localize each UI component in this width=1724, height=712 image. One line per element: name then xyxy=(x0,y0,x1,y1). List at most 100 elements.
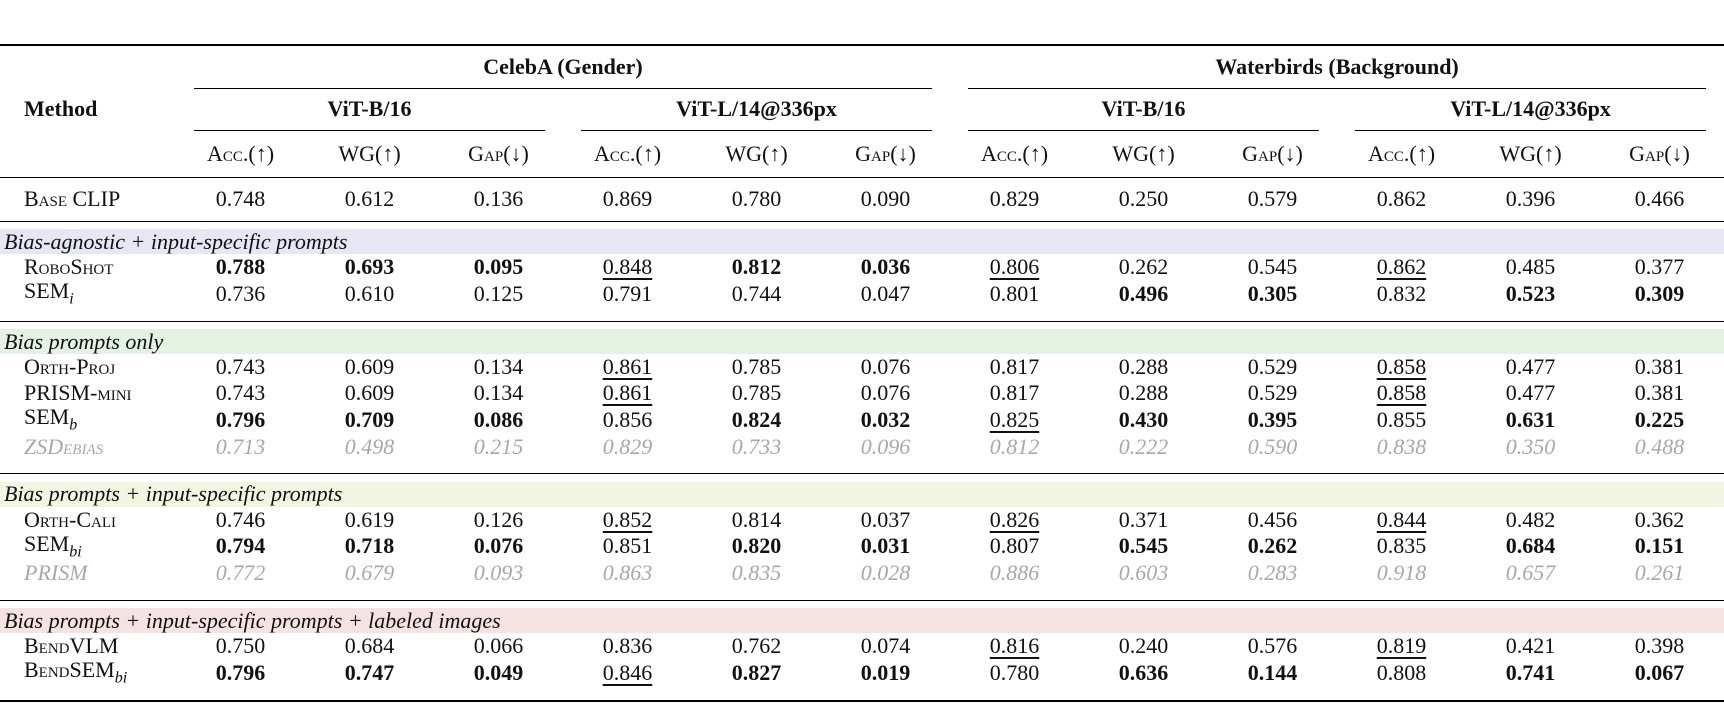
method-cell: PRISM-mini xyxy=(0,380,176,406)
method-header-text: Method xyxy=(24,96,98,122)
value-cell: 0.848 xyxy=(563,254,692,280)
value-cell: 0.381 xyxy=(1595,380,1724,406)
value: 0.743 xyxy=(215,354,266,380)
value-cell: 0.028 xyxy=(821,560,950,586)
model-header: ViT-B/16 xyxy=(950,89,1337,131)
value-cell: 0.067 xyxy=(1595,659,1724,686)
section-rule xyxy=(0,586,1724,601)
value: 0.817 xyxy=(989,380,1040,406)
model-header: ViT-L/14@336px xyxy=(563,89,950,131)
value: 0.498 xyxy=(344,433,395,459)
value: 0.305 xyxy=(1247,280,1298,306)
value: 0.780 xyxy=(731,186,782,211)
value-cell: 0.852 xyxy=(563,507,692,533)
value: 0.851 xyxy=(602,533,653,559)
value-cell: 0.144 xyxy=(1208,659,1337,686)
value-cell: 0.819 xyxy=(1337,633,1466,659)
value-cell: 0.498 xyxy=(305,434,434,460)
value: 0.215 xyxy=(473,433,524,459)
value: 0.036 xyxy=(860,254,911,279)
value-cell: 0.590 xyxy=(1208,434,1337,460)
value: 0.838 xyxy=(1376,433,1427,459)
metric-label: WG(↑) xyxy=(338,140,401,166)
group-header: CelebA (Gender) xyxy=(176,45,950,89)
value: 0.796 xyxy=(215,407,266,433)
section-title-text: Bias prompts only xyxy=(4,328,164,354)
value: 0.240 xyxy=(1118,633,1169,659)
value-cell: 0.545 xyxy=(1208,254,1337,280)
value: 0.736 xyxy=(215,280,266,306)
value: 0.261 xyxy=(1634,560,1685,586)
value-cell: 0.741 xyxy=(1466,659,1595,686)
value-cell: 0.240 xyxy=(1079,633,1208,659)
value: 0.134 xyxy=(473,380,524,406)
value: 0.825 xyxy=(989,407,1040,433)
value-cell: 0.718 xyxy=(305,533,434,560)
value-cell: 0.693 xyxy=(305,254,434,280)
metric-header: Acc.(↑) xyxy=(563,131,692,178)
value-cell: 0.862 xyxy=(1337,254,1466,280)
value-cell: 0.096 xyxy=(821,434,950,460)
model-title: ViT-L/14@336px xyxy=(581,98,932,131)
metric-label: Acc.(↑) xyxy=(593,140,662,166)
value-cell: 0.886 xyxy=(950,560,1079,586)
value: 0.814 xyxy=(731,506,782,532)
value-cell: 0.076 xyxy=(821,354,950,380)
value: 0.076 xyxy=(473,533,524,559)
value-cell: 0.381 xyxy=(1595,354,1724,380)
value-cell: 0.733 xyxy=(692,434,821,460)
metric-label: Acc.(↑) xyxy=(980,140,1049,166)
model-title: ViT-B/16 xyxy=(194,98,545,131)
section-title: Bias prompts + input-specific prompts xyxy=(0,481,1724,507)
value-cell: 0.746 xyxy=(176,507,305,533)
method-name: Orth-Cali xyxy=(24,506,116,532)
value-cell: 0.031 xyxy=(821,533,950,560)
value: 0.748 xyxy=(215,186,266,211)
value-cell: 0.838 xyxy=(1337,434,1466,460)
section-title: Bias prompts only xyxy=(0,328,1724,355)
method-name: SEM xyxy=(24,530,70,556)
value: 0.746 xyxy=(215,506,266,532)
value-cell: 0.808 xyxy=(1337,659,1466,686)
value: 0.609 xyxy=(344,354,395,380)
model-title: ViT-L/14@336px xyxy=(1355,98,1707,131)
value-cell: 0.477 xyxy=(1466,354,1595,380)
value: 0.545 xyxy=(1118,533,1169,559)
value-cell: 0.835 xyxy=(692,560,821,586)
value-cell: 0.817 xyxy=(950,354,1079,380)
section-title-text: Bias prompts + input-specific prompts xyxy=(4,481,343,507)
section-title-row: Bias-agnostic + input-specific prompts xyxy=(0,229,1724,254)
value-cell: 0.801 xyxy=(950,280,1079,307)
method-subscript: bi xyxy=(114,669,128,687)
value: 0.886 xyxy=(989,560,1040,586)
value: 0.858 xyxy=(1376,354,1427,380)
value: 0.657 xyxy=(1505,560,1556,586)
method-cell: RoboShot xyxy=(0,254,176,280)
value: 0.398 xyxy=(1634,633,1685,659)
value-cell: 0.136 xyxy=(434,177,563,222)
value: 0.076 xyxy=(860,354,911,380)
header-row: Acc.(↑) WG(↑) Gap(↓) Acc.(↑) WG(↑) Gap(↓) Acc.… xyxy=(0,131,1724,178)
value-cell: 0.579 xyxy=(1208,177,1337,222)
value: 0.576 xyxy=(1247,633,1298,659)
data-row: PRISM 0.772 0.679 0.093 0.863 0.835 0.028 0.886… xyxy=(0,560,1724,586)
value: 0.093 xyxy=(473,560,524,586)
value-cell: 0.288 xyxy=(1079,354,1208,380)
value-cell: 0.603 xyxy=(1079,560,1208,586)
value: 0.772 xyxy=(215,560,266,586)
value-cell: 0.125 xyxy=(434,280,563,307)
section-title-row: Bias prompts only xyxy=(0,328,1724,355)
value-cell: 0.858 xyxy=(1337,380,1466,406)
value-cell: 0.636 xyxy=(1079,659,1208,686)
section-title-text: Bias prompts + input-specific prompts + … xyxy=(4,607,501,633)
value: 0.019 xyxy=(860,659,911,685)
value: 0.684 xyxy=(344,633,395,659)
value-cell: 0.829 xyxy=(950,177,1079,222)
value-cell: 0.047 xyxy=(821,280,950,307)
section-rule xyxy=(0,459,1724,475)
value-cell: 0.736 xyxy=(176,280,305,307)
data-row: Orth-Cali 0.746 0.619 0.126 0.852 0.814 0.037 0… xyxy=(0,507,1724,533)
method-cell: BendVLM xyxy=(0,633,176,659)
value: 0.861 xyxy=(602,380,653,406)
value-cell: 0.019 xyxy=(821,659,950,686)
